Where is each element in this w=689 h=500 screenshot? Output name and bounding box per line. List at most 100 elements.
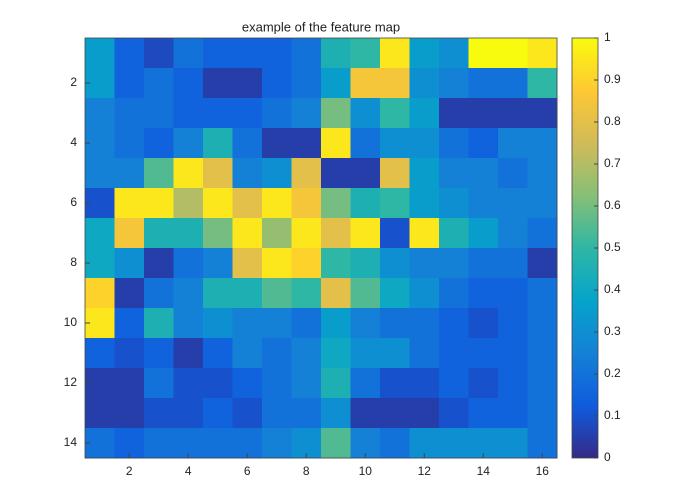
heatmap-cell — [498, 368, 528, 399]
heatmap-cell — [291, 368, 322, 399]
heatmap-cell — [350, 218, 381, 249]
y-tick-label: 14 — [64, 435, 78, 449]
heatmap-cell — [114, 278, 145, 309]
heatmap-cell — [498, 278, 528, 309]
heatmap-cell — [321, 368, 351, 399]
chart-title: example of the feature map — [242, 19, 400, 34]
heatmap-cell — [291, 338, 322, 369]
heatmap-cell — [409, 128, 440, 159]
heatmap-cell — [350, 158, 381, 189]
colorbar-tick-label: 0.1 — [604, 408, 621, 422]
heatmap-cell — [439, 368, 469, 399]
heatmap-cell — [527, 158, 558, 189]
heatmap-cell — [439, 308, 469, 339]
heatmap-cell — [409, 398, 440, 429]
heatmap-cell — [232, 368, 263, 399]
heatmap-cell — [439, 38, 469, 69]
heatmap-cell — [321, 98, 351, 129]
heatmap-cell — [203, 308, 233, 339]
heatmap-cell — [439, 98, 469, 129]
heatmap-cell — [173, 278, 204, 309]
heatmap-cell — [380, 38, 410, 69]
heatmap-cell — [498, 98, 528, 129]
heatmap-cell — [114, 188, 145, 219]
heatmap-cell — [144, 158, 174, 189]
heatmap-cell — [350, 368, 381, 399]
heatmap-cell — [468, 68, 499, 99]
heatmap-cell — [527, 98, 558, 129]
colorbar-tick-label: 1 — [604, 30, 611, 44]
heatmap-cell — [498, 248, 528, 279]
x-tick-label: 12 — [418, 464, 432, 478]
heatmap-cell — [262, 308, 292, 339]
heatmap-cell — [468, 398, 499, 429]
heatmap-cell — [380, 368, 410, 399]
heatmap-cell — [262, 428, 292, 459]
heatmap-cell — [232, 38, 263, 69]
heatmap-cell — [262, 368, 292, 399]
heatmap-cell — [291, 248, 322, 279]
x-tick-label: 8 — [303, 464, 310, 478]
heatmap-cell — [350, 278, 381, 309]
heatmap-cell — [350, 68, 381, 99]
heatmap-cell — [468, 368, 499, 399]
heatmap-cell — [144, 98, 174, 129]
heatmap-cell — [439, 218, 469, 249]
heatmap-cell — [262, 128, 292, 159]
heatmap-cell — [144, 368, 174, 399]
heatmap-cell — [380, 218, 410, 249]
heatmap-cell — [409, 278, 440, 309]
heatmap-cell — [262, 278, 292, 309]
heatmap-cell — [350, 398, 381, 429]
heatmap-cell — [380, 98, 410, 129]
heatmap-cell — [262, 398, 292, 429]
heatmap-cell — [498, 218, 528, 249]
heatmap-cell — [203, 368, 233, 399]
heatmap-cell — [203, 68, 233, 99]
heatmap-cell — [527, 338, 558, 369]
heatmap-cell — [291, 398, 322, 429]
heatmap-cell — [173, 128, 204, 159]
heatmap-cell — [203, 98, 233, 129]
heatmap-cell — [527, 38, 558, 69]
heatmap-cell — [350, 128, 381, 159]
heatmap-cell — [439, 158, 469, 189]
heatmap-cell — [114, 38, 145, 69]
heatmap-cell — [262, 158, 292, 189]
heatmap-cell — [203, 38, 233, 69]
heatmap-cell — [527, 248, 558, 279]
heatmap-cell — [321, 218, 351, 249]
heatmap-cell — [291, 278, 322, 309]
heatmap-cell — [321, 338, 351, 369]
heatmap-cell — [203, 338, 233, 369]
heatmap-cell — [409, 308, 440, 339]
heatmap-cell — [527, 188, 558, 219]
heatmap-cell — [291, 188, 322, 219]
heatmap-cell — [498, 188, 528, 219]
heatmap-cell — [232, 158, 263, 189]
heatmap-cell — [114, 248, 145, 279]
heatmap-cell — [232, 188, 263, 219]
heatmap-cell — [173, 38, 204, 69]
heatmap-cell — [350, 188, 381, 219]
heatmap-cell — [498, 158, 528, 189]
heatmap-cell — [173, 368, 204, 399]
heatmap-cell — [203, 128, 233, 159]
heatmap-cell — [439, 398, 469, 429]
x-tick-label: 2 — [126, 464, 133, 478]
heatmap-cell — [232, 128, 263, 159]
heatmap-cell — [144, 428, 174, 459]
heatmap-cell — [350, 308, 381, 339]
heatmap-cell — [232, 68, 263, 99]
heatmap-cell — [144, 188, 174, 219]
colorbar-tick-label: 0.3 — [604, 324, 621, 338]
heatmap-cell — [321, 188, 351, 219]
heatmap-cell — [232, 338, 263, 369]
x-tick-label: 10 — [359, 464, 373, 478]
heatmap-cell — [409, 68, 440, 99]
heatmap-cell — [144, 128, 174, 159]
heatmap-cell — [321, 248, 351, 279]
heatmap-cell — [380, 68, 410, 99]
heatmap-cell — [498, 308, 528, 339]
